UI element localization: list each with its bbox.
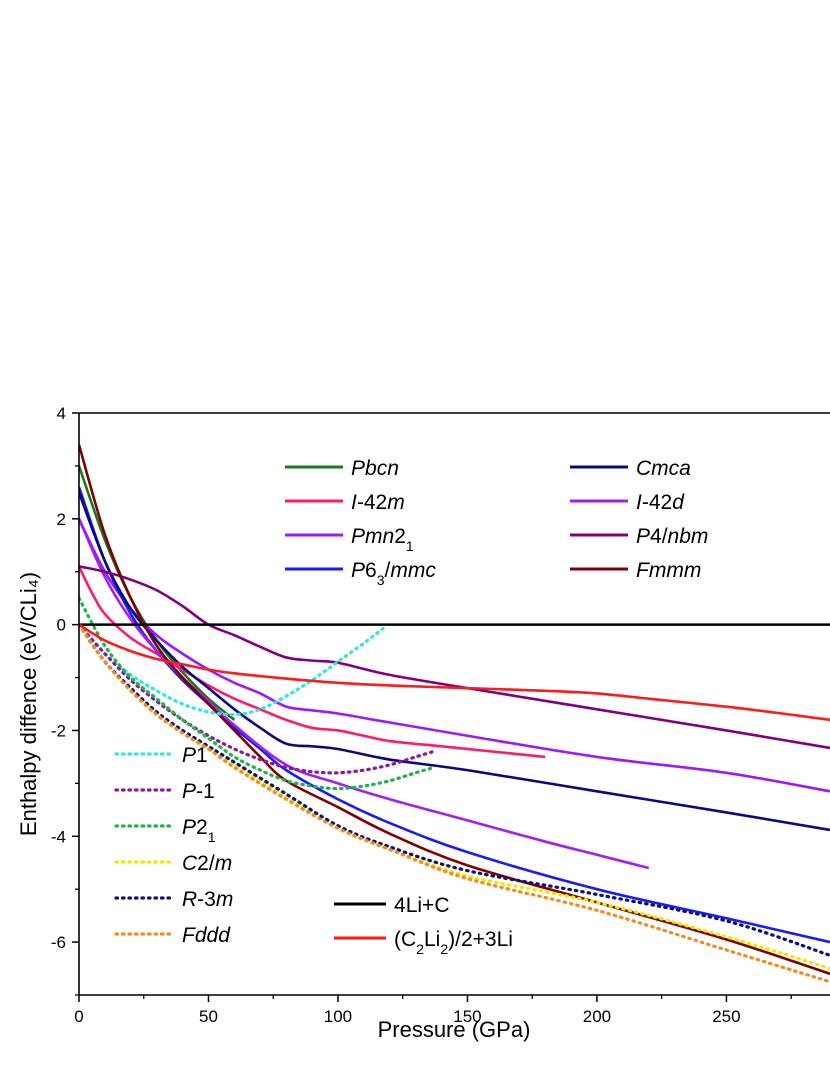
legend-label-pmn2: Pmn21 <box>351 525 414 554</box>
legend-label-fmmm: Fmmm <box>636 559 701 582</box>
series-line-p-1 <box>79 623 438 775</box>
series-layer <box>79 444 830 984</box>
y-tick-label: 2 <box>57 510 66 529</box>
legend-label-p4-nbm: P4/nbm <box>636 525 708 548</box>
series-line-p4-nbm <box>79 565 830 750</box>
tick-labels: 0 50 100 150 200 250 4 2 0 -2 -4 -6 <box>51 404 741 1026</box>
legend-label-i-42d: I-42d <box>636 491 685 514</box>
legend-label-p2: P21 <box>182 816 216 845</box>
x-axis-title: Pressure (GPa) <box>378 1017 531 1042</box>
series-line-fddd <box>79 623 830 984</box>
legend-label-cmca: Cmca <box>636 457 691 480</box>
legend-label-c-li-2-3li: (C2Li2)/2+3Li <box>394 928 513 957</box>
series-line-p2 <box>79 596 436 791</box>
series-line-p1 <box>79 623 387 717</box>
legend-label-pbcn: Pbcn <box>351 457 399 480</box>
y-tick-label: 4 <box>57 404 66 423</box>
y-axis-title: Enthalpy diffence (eV/CLi₄) <box>16 572 41 836</box>
legend-label-fddd: Fddd <box>182 924 231 947</box>
legend-label-c2-m: C2/m <box>182 852 232 875</box>
legend-label-i-42m: I-42m <box>351 491 405 514</box>
x-tick-label: 50 <box>199 1007 218 1026</box>
series-line-p6-mmc <box>79 486 830 944</box>
y-tick-label: -4 <box>51 827 66 846</box>
x-tick-label: 150 <box>453 1007 481 1026</box>
legend-label-p1: P1 <box>182 744 208 767</box>
legend-label-4li-c: 4Li+C <box>394 894 449 917</box>
legend-label-p-1: P-1 <box>182 780 215 803</box>
axes-layer <box>72 412 830 1002</box>
x-tick-label: 100 <box>324 1007 352 1026</box>
x-tick-label: 0 <box>74 1007 83 1026</box>
y-tick-label: -2 <box>51 721 66 740</box>
x-tick-label: 250 <box>712 1007 740 1026</box>
x-tick-label: 200 <box>583 1007 611 1026</box>
legend-label-p6-mmc: P63/mmc <box>351 559 436 588</box>
legend-label-r-3m: R-3m <box>182 888 233 911</box>
series-line-pbcn <box>79 465 236 721</box>
series-line-r-3m <box>79 623 830 957</box>
y-tick-label: 0 <box>57 616 66 635</box>
series-line-pmn2 <box>79 518 830 793</box>
series-line-i-42m <box>79 565 546 759</box>
series-line-c-li-2-3li <box>79 623 830 722</box>
legend: Pbcn I-42m Pmn21 P63/mmc Cmca I-42d P4/nbm Fmmm… <box>114 457 708 957</box>
y-tick-label: -6 <box>51 933 66 952</box>
